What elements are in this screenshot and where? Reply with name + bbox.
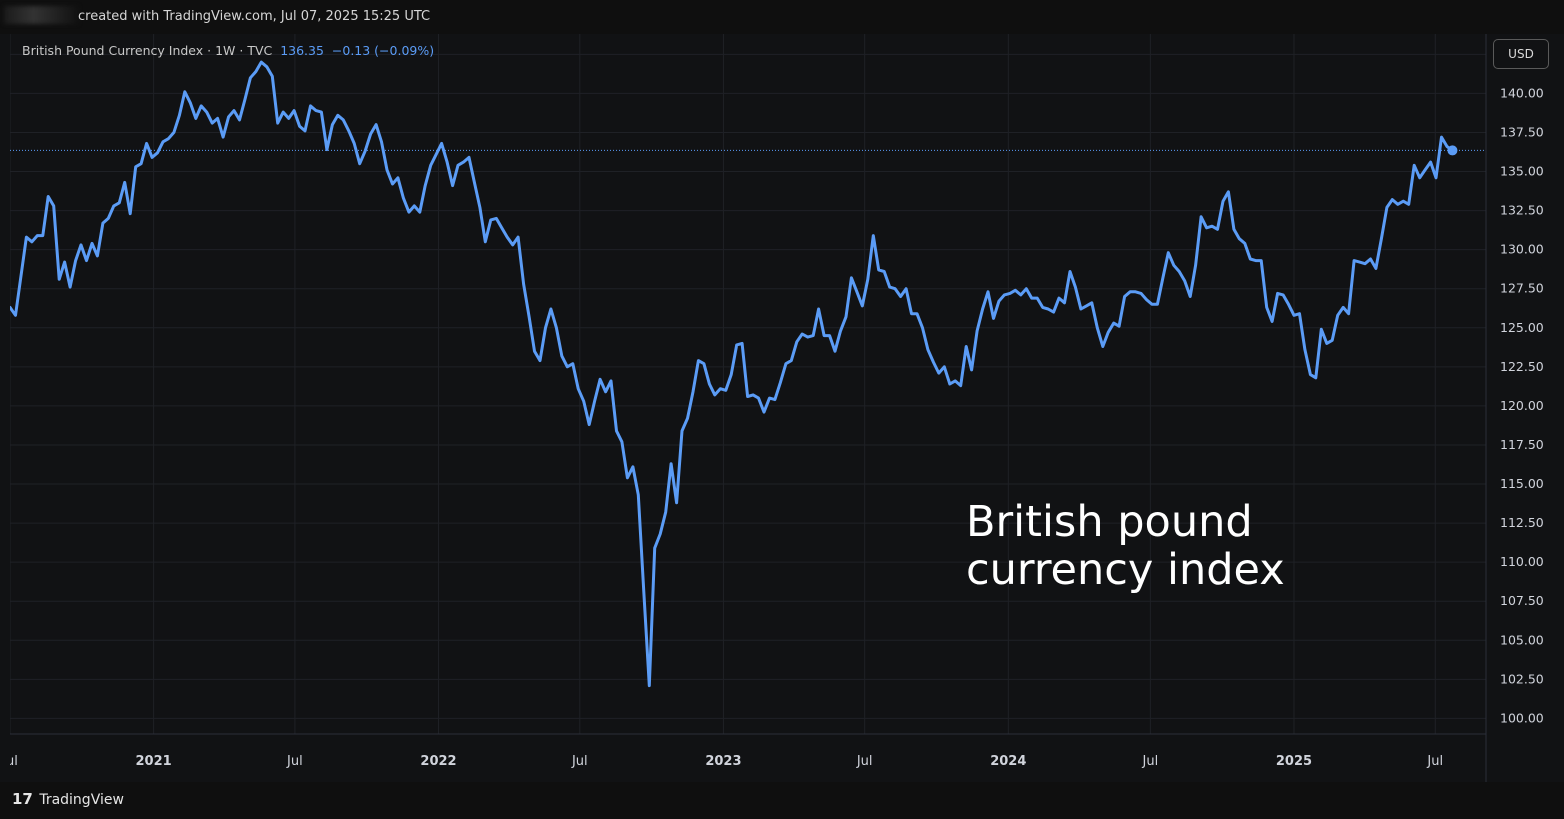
y-axis[interactable]: 100.00 102.50 105.00 107.50 110.00 112.50 115.… [1500, 46, 1544, 725]
x-tick-label: 2022 [420, 754, 456, 769]
y-tick-label: 137.50 [1500, 124, 1544, 139]
tradingview-logo-text: TradingView [39, 792, 124, 808]
credit-text: created with TradingView.com, Jul 07, 20… [78, 9, 431, 24]
grid [10, 34, 1487, 782]
y-tick-label: 130.00 [1500, 242, 1544, 257]
header-bar: created with TradingView.com, Jul 07, 20… [0, 0, 1564, 34]
legend-change: −0.13 (−0.09%) [331, 43, 435, 58]
y-tick-label: 120.00 [1500, 398, 1544, 413]
footer-bar: 17 TradingView [0, 782, 1564, 819]
price-chart[interactable]: 100.00 102.50 105.00 107.50 110.00 112.50 115.… [10, 34, 1564, 782]
y-tick-label: 132.50 [1500, 203, 1544, 218]
y-tick-label: 115.00 [1500, 476, 1544, 491]
x-tick-label: Jul [571, 754, 588, 769]
y-tick-label: 110.00 [1500, 554, 1544, 569]
y-tick-label: 125.00 [1500, 320, 1544, 335]
x-tick-label: Jul [856, 754, 873, 769]
tradingview-logo[interactable]: 17 TradingView [12, 789, 124, 810]
y-tick-label: 100.00 [1500, 710, 1544, 725]
annotation-text: British pound currency index [966, 497, 1285, 595]
y-tick-label: 122.50 [1500, 359, 1544, 374]
redacted-logo [4, 6, 78, 24]
legend-symbol: British Pound Currency Index · 1W · TVC [22, 43, 273, 58]
x-tick-label: 2023 [705, 754, 741, 769]
y-tick-label: 127.50 [1500, 281, 1544, 296]
x-tick-label: 2025 [1276, 754, 1312, 769]
x-tick-label: Jul [10, 754, 18, 769]
tradingview-mark-icon: 17 [12, 790, 33, 808]
series-layer [10, 60, 1458, 688]
chart-area[interactable]: 100.00 102.50 105.00 107.50 110.00 112.50 115.… [10, 34, 1564, 782]
x-axis[interactable]: Jul 2021 Jul 2022 Jul 2023 Jul 2024 Jul 2025 Jul [10, 754, 1443, 769]
currency-button[interactable]: USD [1493, 39, 1549, 69]
y-tick-label: 117.50 [1500, 437, 1544, 452]
y-tick-label: 102.50 [1500, 671, 1544, 686]
series-line [10, 60, 1454, 688]
y-tick-label: 140.00 [1500, 85, 1544, 100]
y-tick-label: 112.50 [1500, 515, 1544, 530]
x-tick-label: Jul [1426, 754, 1443, 769]
symbol-legend[interactable]: British Pound Currency Index · 1W · TVC … [22, 43, 434, 58]
x-tick-label: 2021 [136, 754, 172, 769]
y-tick-label: 135.00 [1500, 164, 1544, 179]
legend-last-value: 136.35 [280, 43, 324, 58]
last-point-marker [1447, 145, 1458, 156]
y-tick-label: 107.50 [1500, 593, 1544, 608]
x-tick-label: Jul [1142, 754, 1159, 769]
x-tick-label: 2024 [990, 754, 1026, 769]
y-tick-label: 105.00 [1500, 632, 1544, 647]
x-tick-label: Jul [286, 754, 303, 769]
